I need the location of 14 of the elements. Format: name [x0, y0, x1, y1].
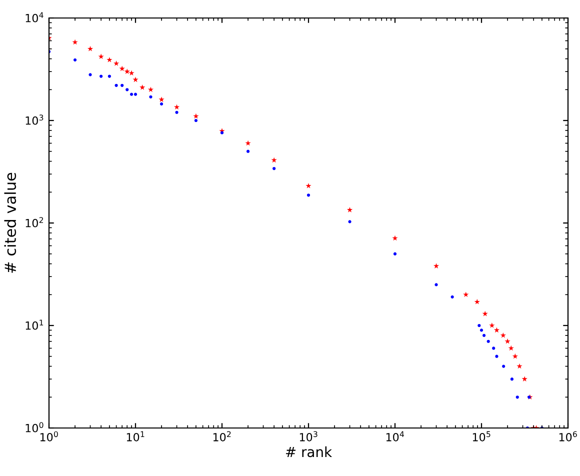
y-tick-label: 10$^{3}$ — [26, 114, 44, 125]
x-tick-label: 10$^{4}$ — [386, 431, 404, 442]
y-tick-label: 10$^{1}$ — [26, 320, 44, 330]
x-tick-label: 10$^{3}$ — [300, 431, 318, 442]
y-tick-label: 10$^{0}$ — [26, 422, 44, 432]
x-axis-title: # rank — [286, 446, 332, 458]
x-tick-label: 10$^{2}$ — [213, 431, 231, 442]
y-axis-title: # cited value — [4, 172, 16, 273]
y-tick-label: 10$^{4}$ — [26, 12, 44, 22]
x-tick-label: 10$^{0}$ — [40, 431, 58, 442]
x-tick-label: 10$^{6}$ — [559, 431, 577, 442]
x-tick-label: 10$^{5}$ — [472, 431, 490, 442]
x-tick-label: 10$^{1}$ — [126, 431, 144, 442]
y-tick-label: 10$^{2}$ — [26, 217, 43, 228]
